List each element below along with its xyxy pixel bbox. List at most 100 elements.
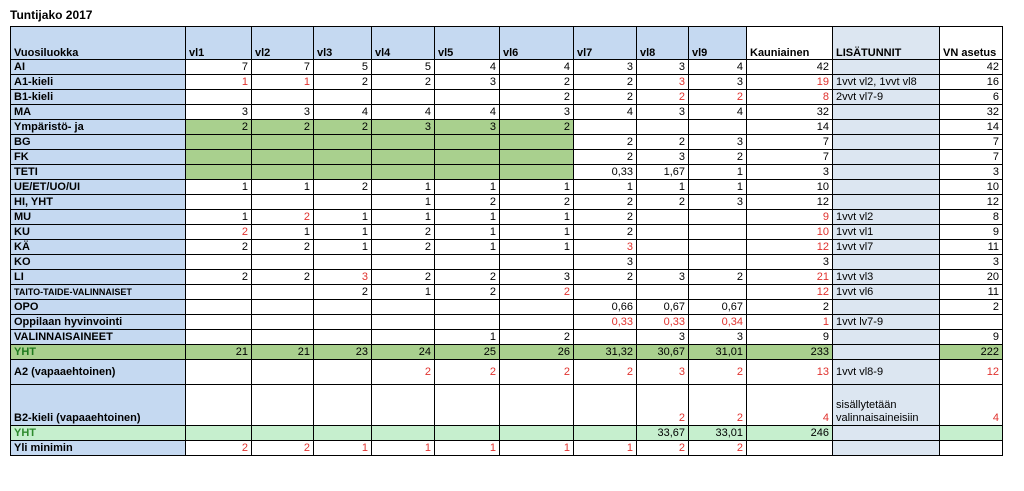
row-label: B2-kieli (vapaaehtoinen): [10, 384, 186, 426]
table-cell: 12: [939, 359, 1003, 385]
table-cell: 9: [746, 209, 833, 225]
row-label: MU: [10, 209, 186, 225]
table-cell: 3: [251, 104, 314, 120]
table-cell: 10: [939, 179, 1003, 195]
table-cell: 3: [746, 164, 833, 180]
table-cell: 3: [434, 74, 500, 90]
table-cell: 3: [636, 269, 689, 285]
row-label: B1-kieli: [10, 89, 186, 105]
table-cell: 246: [746, 425, 833, 441]
table-cell: 14: [746, 119, 833, 135]
table-cell: 2: [313, 119, 372, 135]
table-cell: 2: [185, 440, 252, 456]
table-cell: 2: [499, 284, 574, 300]
tuntijako-table: Vuosiluokka vl1 vl2 vl3 vl4 vl5 vl6 vl7 vl8 vl9 Ka…: [10, 26, 1003, 456]
table-cell: 1: [636, 179, 689, 195]
table-cell: [251, 164, 314, 180]
table-cell: 8: [939, 209, 1003, 225]
table-cell: 2: [371, 269, 435, 285]
table-cell: 3: [313, 269, 372, 285]
table-cell: 1: [185, 179, 252, 195]
table-cell: 4: [371, 104, 435, 120]
table-cell: [434, 134, 500, 150]
table-cell: [832, 194, 940, 210]
table-row: MU 1 2 1 1 1 1 2 9 1vvt vl2 8: [10, 209, 1003, 225]
table-cell: [434, 89, 500, 105]
table-cell: 7: [746, 149, 833, 165]
table-cell: 6: [939, 89, 1003, 105]
table-cell: [251, 314, 314, 330]
table-row: B2-kieli (vapaaehtoinen) 2 2 4 sisällytetään…: [10, 384, 1003, 426]
table-cell: 2: [251, 119, 314, 135]
table-cell: 1: [434, 440, 500, 456]
row-label: BG: [10, 134, 186, 150]
table-cell: [434, 425, 500, 441]
row-label: OPO: [10, 299, 186, 315]
row-label: LI: [10, 269, 186, 285]
table-cell: [939, 440, 1003, 456]
table-cell: [434, 149, 500, 165]
table-cell: [939, 314, 1003, 330]
column-header: vl6: [499, 26, 574, 60]
table-cell: [371, 164, 435, 180]
header-row: Vuosiluokka vl1 vl2 vl3 vl4 vl5 vl6 vl7 vl8 vl9 Ka…: [10, 26, 1003, 60]
table-cell: [688, 239, 747, 255]
table-row: AI 7 7 5 5 4 4 3 3 4 42 42: [10, 59, 1003, 75]
table-cell: [185, 134, 252, 150]
table-cell: [832, 134, 940, 150]
table-cell: 2: [636, 134, 689, 150]
table-cell: 2: [434, 269, 500, 285]
table-cell: [371, 299, 435, 315]
table-cell: [313, 134, 372, 150]
table-cell: 2: [499, 119, 574, 135]
table-cell: [832, 425, 940, 441]
table-cell: 2: [499, 359, 574, 385]
table-cell: 2: [371, 74, 435, 90]
table-cell: 2: [313, 284, 372, 300]
table-cell: 13: [746, 359, 833, 385]
row-label: Yli minimin: [10, 440, 186, 456]
table-cell: 2: [371, 359, 435, 385]
table-cell: 16: [939, 74, 1003, 90]
table-cell: 2: [636, 194, 689, 210]
table-cell: [688, 119, 747, 135]
table-cell: 1: [499, 440, 574, 456]
table-row: TETI 0,33 1,67 1 3 3: [10, 164, 1003, 180]
table-cell: 25: [434, 344, 500, 360]
table-cell: 2: [499, 194, 574, 210]
table-cell: 32: [939, 104, 1003, 120]
table-cell: 10: [746, 179, 833, 195]
table-cell: [251, 194, 314, 210]
table-cell: 2: [573, 74, 637, 90]
table-row: BG 2 2 3 7 7: [10, 134, 1003, 150]
table-cell: [499, 314, 574, 330]
table-row: KO 3 3 3: [10, 254, 1003, 270]
table-cell: 31,32: [573, 344, 637, 360]
table-cell: 1: [434, 329, 500, 345]
table-cell: 2: [573, 194, 637, 210]
table-cell: 1: [499, 209, 574, 225]
table-cell: [434, 314, 500, 330]
table-cell: 2: [251, 239, 314, 255]
table-cell: 11: [939, 284, 1003, 300]
table-cell: 2: [185, 239, 252, 255]
table-cell: 24: [371, 344, 435, 360]
table-cell: 1: [746, 314, 833, 330]
table-cell: 26: [499, 344, 574, 360]
table-cell: [434, 384, 500, 426]
table-cell: [636, 239, 689, 255]
table-cell: 1: [371, 179, 435, 195]
row-label: A2 (vapaaehtoinen): [10, 359, 186, 385]
table-cell: 2: [636, 384, 689, 426]
table-cell: 5: [313, 59, 372, 75]
table-row: OPO 0,66 0,67 0,67 2 2: [10, 299, 1003, 315]
table-cell: 7: [939, 149, 1003, 165]
table-cell: 33,67: [636, 425, 689, 441]
table-cell: 4: [688, 104, 747, 120]
table-cell: 2: [251, 440, 314, 456]
table-cell: 3: [939, 254, 1003, 270]
table-cell: [636, 224, 689, 240]
column-header: vl4: [371, 26, 435, 60]
table-cell: 0,66: [573, 299, 637, 315]
table-cell: 2: [499, 329, 574, 345]
